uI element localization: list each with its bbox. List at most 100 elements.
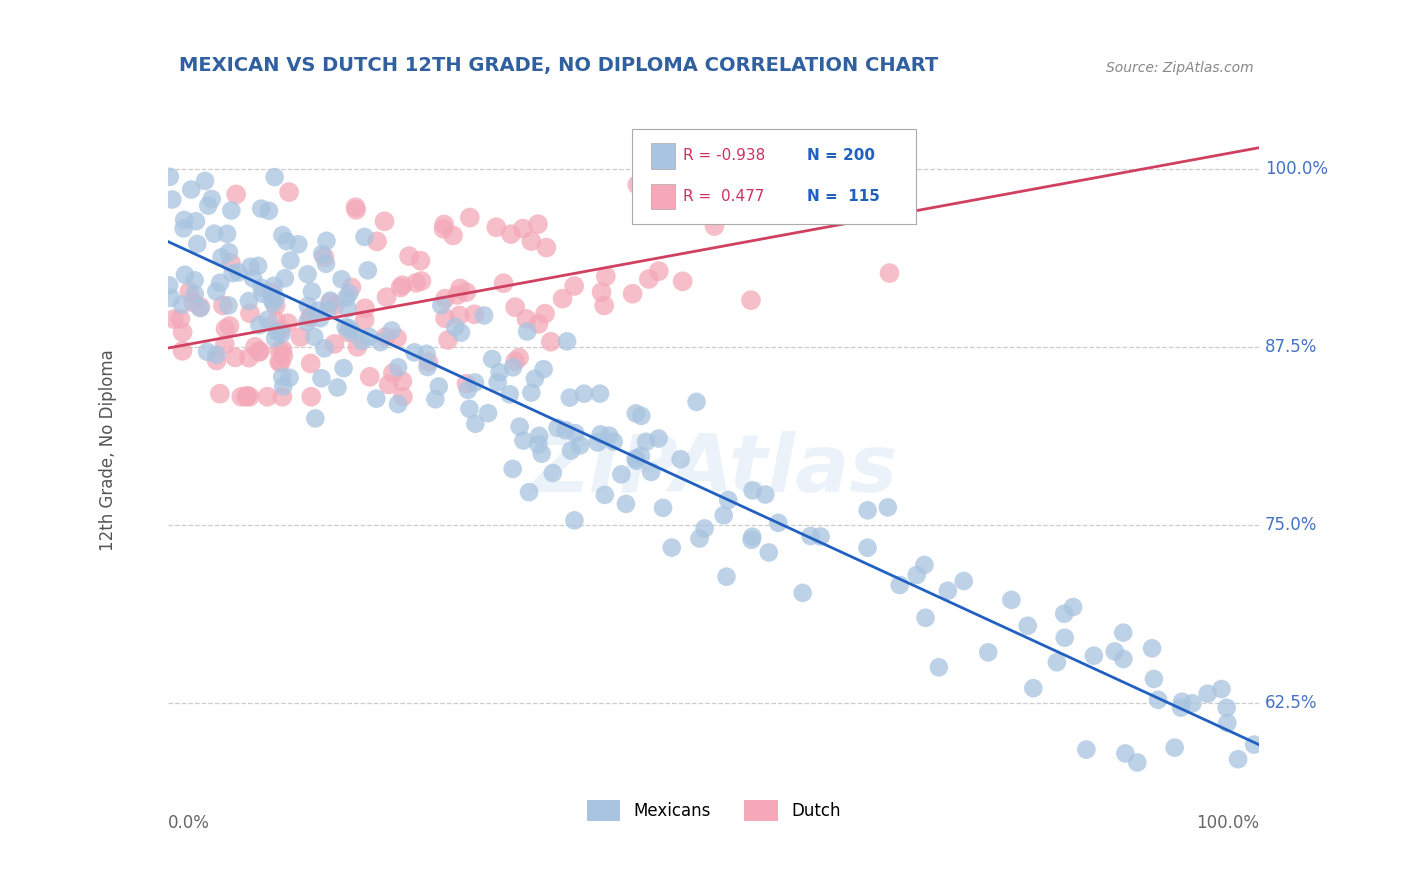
Point xyxy=(391,374,413,388)
Point xyxy=(263,278,285,293)
Point xyxy=(264,314,287,328)
Point xyxy=(297,299,319,313)
Point xyxy=(434,311,457,326)
Point xyxy=(224,351,246,365)
Point xyxy=(389,280,412,294)
Point xyxy=(184,287,207,301)
Text: 75.0%: 75.0% xyxy=(1265,516,1317,534)
Point xyxy=(319,295,342,310)
Point xyxy=(634,434,657,449)
Point xyxy=(457,383,479,397)
Point xyxy=(430,298,453,312)
Point xyxy=(249,318,271,332)
Point xyxy=(201,192,224,206)
Point xyxy=(593,488,616,502)
Point xyxy=(716,570,738,584)
Point xyxy=(1163,740,1185,755)
Point xyxy=(174,268,197,282)
Point xyxy=(1062,600,1084,615)
Point xyxy=(977,645,1000,659)
Point xyxy=(551,292,574,306)
Text: 0.0%: 0.0% xyxy=(169,814,209,832)
Point xyxy=(512,434,534,448)
Point xyxy=(685,395,707,409)
Point xyxy=(264,299,287,313)
Point xyxy=(672,274,695,288)
Point xyxy=(242,271,264,285)
Point xyxy=(527,429,550,443)
Point xyxy=(326,380,349,394)
Point xyxy=(515,312,537,326)
Point xyxy=(758,545,780,559)
Point xyxy=(319,293,342,308)
Point xyxy=(425,392,447,407)
Point xyxy=(271,369,294,384)
Point xyxy=(450,326,472,340)
Point xyxy=(278,370,301,384)
Point xyxy=(536,241,558,255)
Point xyxy=(205,353,228,368)
Point xyxy=(239,390,262,404)
Point xyxy=(527,217,550,231)
Point xyxy=(441,228,464,243)
Point xyxy=(169,311,191,326)
Point xyxy=(250,281,273,295)
Point xyxy=(437,333,460,347)
Point xyxy=(235,390,257,404)
Text: Source: ZipAtlas.com: Source: ZipAtlas.com xyxy=(1107,61,1254,75)
Point xyxy=(591,285,613,300)
Point xyxy=(598,428,620,442)
Point xyxy=(624,451,647,466)
Point xyxy=(1046,655,1069,669)
Point xyxy=(792,586,814,600)
Point xyxy=(533,362,555,376)
Point xyxy=(202,227,225,241)
Text: R =  0.477: R = 0.477 xyxy=(683,189,765,204)
Point xyxy=(188,301,211,315)
Point xyxy=(311,247,333,261)
Point xyxy=(231,390,253,404)
Point xyxy=(541,466,564,480)
Point xyxy=(458,401,481,416)
Point xyxy=(398,249,420,263)
Point xyxy=(239,260,262,274)
Point xyxy=(810,529,832,543)
Point xyxy=(387,397,409,411)
Point xyxy=(540,334,562,349)
Point xyxy=(626,454,648,468)
Point xyxy=(344,200,367,214)
Point xyxy=(173,213,195,227)
Point xyxy=(1216,715,1239,730)
Point xyxy=(315,234,337,248)
Point xyxy=(564,513,586,527)
Point xyxy=(211,250,233,264)
Point xyxy=(572,386,595,401)
Point xyxy=(353,230,375,244)
Point xyxy=(630,449,652,463)
Point xyxy=(315,257,337,271)
Point xyxy=(205,285,228,299)
Text: ZIPAtlas: ZIPAtlas xyxy=(530,432,897,509)
Point xyxy=(409,253,432,268)
Point xyxy=(638,186,661,201)
Point xyxy=(218,245,240,260)
Point xyxy=(344,202,367,217)
Point xyxy=(652,500,675,515)
Point xyxy=(928,660,950,674)
Point xyxy=(523,372,546,386)
Point xyxy=(280,253,302,268)
Point xyxy=(472,309,495,323)
Point xyxy=(157,278,180,293)
Point xyxy=(481,351,503,366)
Point xyxy=(713,508,735,523)
Point xyxy=(754,487,776,501)
Point xyxy=(309,311,332,326)
Point xyxy=(337,286,360,301)
Point xyxy=(456,376,478,391)
Point xyxy=(336,301,359,316)
Point xyxy=(1197,687,1219,701)
Point xyxy=(418,355,440,369)
Point xyxy=(555,334,578,349)
Point xyxy=(266,325,288,339)
Text: 100.0%: 100.0% xyxy=(1265,160,1327,178)
